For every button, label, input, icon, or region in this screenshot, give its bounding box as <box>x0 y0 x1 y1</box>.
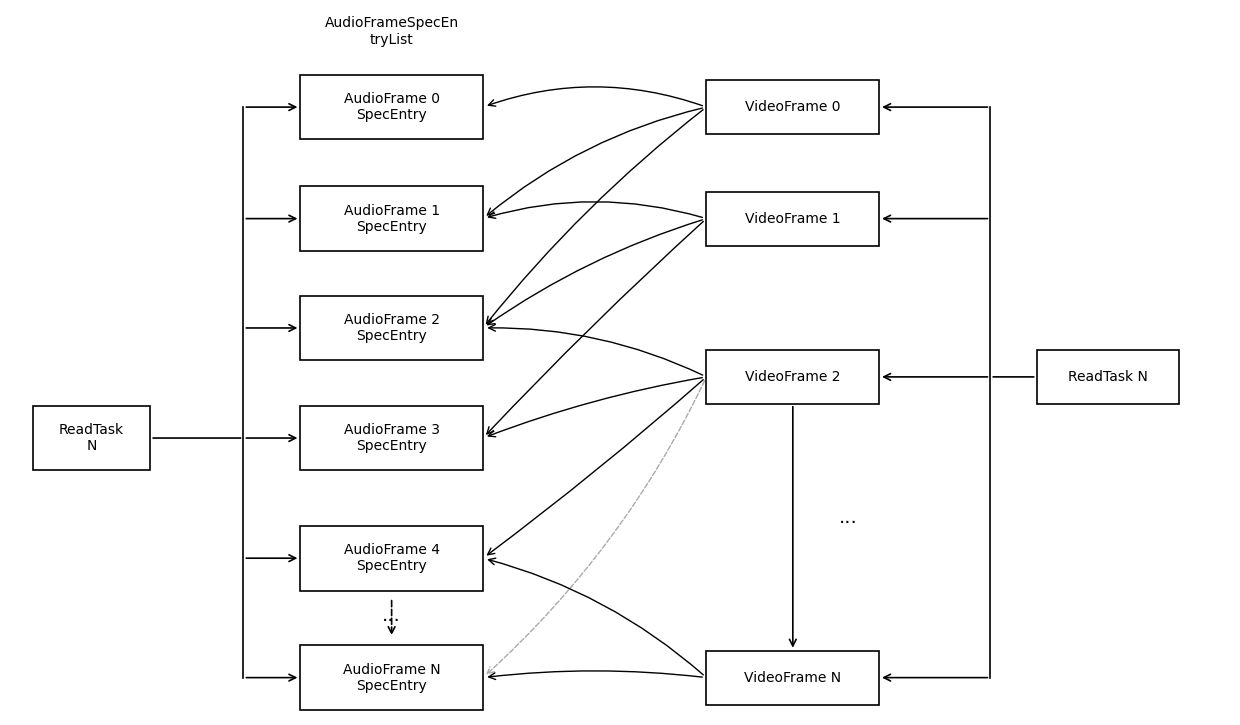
FancyBboxPatch shape <box>300 186 482 251</box>
FancyBboxPatch shape <box>300 296 482 360</box>
FancyArrowPatch shape <box>487 380 703 555</box>
FancyBboxPatch shape <box>300 645 482 710</box>
FancyBboxPatch shape <box>707 350 879 404</box>
Text: AudioFrame N
SpecEntry: AudioFrame N SpecEntry <box>342 663 440 692</box>
Text: AudioFrame 0
SpecEntry: AudioFrame 0 SpecEntry <box>343 92 440 123</box>
FancyArrowPatch shape <box>487 221 703 434</box>
FancyBboxPatch shape <box>300 526 482 591</box>
Text: ReadTask
N: ReadTask N <box>60 423 124 453</box>
FancyBboxPatch shape <box>1037 350 1178 404</box>
FancyBboxPatch shape <box>707 191 879 246</box>
FancyArrowPatch shape <box>489 671 702 679</box>
Text: AudioFrame 1
SpecEntry: AudioFrame 1 SpecEntry <box>343 204 440 233</box>
Text: AudioFrame 3
SpecEntry: AudioFrame 3 SpecEntry <box>343 423 440 453</box>
Text: VideoFrame 2: VideoFrame 2 <box>745 370 841 384</box>
Text: ...: ... <box>839 507 858 526</box>
Text: ...: ... <box>382 606 401 625</box>
Text: AudioFrame 4
SpecEntry: AudioFrame 4 SpecEntry <box>343 543 440 573</box>
Text: ReadTask N: ReadTask N <box>1068 370 1147 384</box>
FancyBboxPatch shape <box>33 406 150 471</box>
FancyArrowPatch shape <box>487 220 702 325</box>
FancyArrowPatch shape <box>487 108 702 215</box>
Text: VideoFrame N: VideoFrame N <box>744 671 842 684</box>
FancyArrowPatch shape <box>489 202 702 218</box>
FancyArrowPatch shape <box>486 109 703 323</box>
FancyArrowPatch shape <box>487 381 704 674</box>
FancyBboxPatch shape <box>707 80 879 134</box>
FancyArrowPatch shape <box>489 558 703 675</box>
Text: AudioFrameSpecEn
tryList: AudioFrameSpecEn tryList <box>325 17 459 46</box>
FancyArrowPatch shape <box>489 87 703 106</box>
FancyArrowPatch shape <box>489 325 703 375</box>
Text: VideoFrame 1: VideoFrame 1 <box>745 212 841 225</box>
FancyBboxPatch shape <box>707 650 879 705</box>
FancyBboxPatch shape <box>300 406 482 471</box>
Text: VideoFrame 0: VideoFrame 0 <box>745 100 841 114</box>
FancyArrowPatch shape <box>489 378 702 436</box>
Text: AudioFrame 2
SpecEntry: AudioFrame 2 SpecEntry <box>343 313 440 343</box>
FancyBboxPatch shape <box>300 75 482 139</box>
